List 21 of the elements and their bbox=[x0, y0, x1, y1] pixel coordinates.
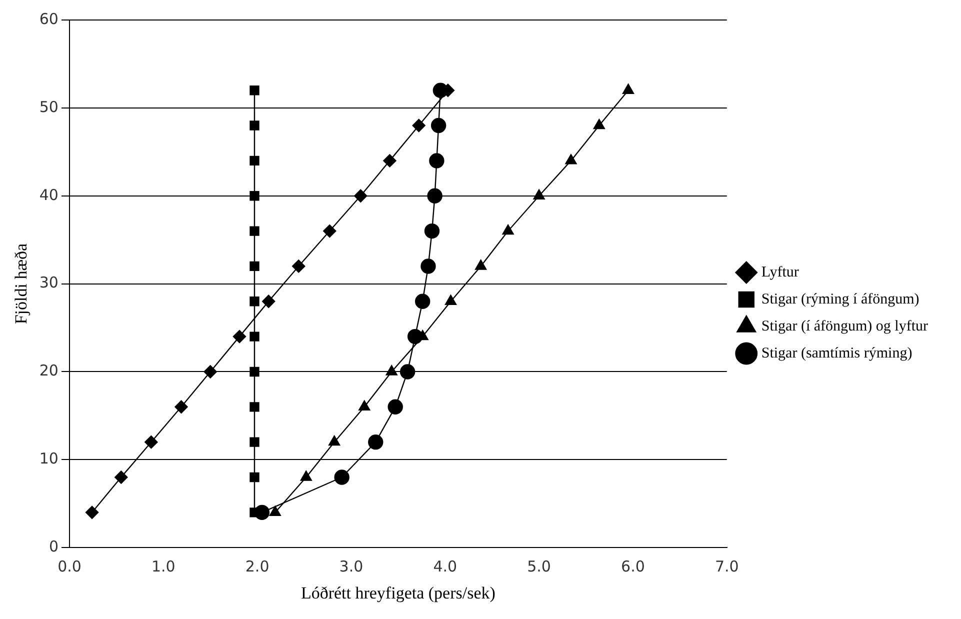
y-tick-label: 60 bbox=[39, 10, 58, 28]
legend-label: Lyftur bbox=[761, 264, 799, 280]
y-tick-label: 40 bbox=[39, 186, 58, 204]
y-axis-title: Fjöldi hæða bbox=[12, 242, 31, 324]
x-tick-label: 0.0 bbox=[58, 557, 82, 576]
y-tick-label: 30 bbox=[39, 274, 58, 292]
y-tick-label: 20 bbox=[39, 362, 58, 380]
y-tick-label: 10 bbox=[39, 450, 58, 468]
x-tick-label: 3.0 bbox=[339, 557, 364, 576]
legend-label: Stigar (samtímis rýming) bbox=[761, 345, 912, 362]
x-tick-label: 2.0 bbox=[245, 557, 270, 576]
legend-label: Stigar (í áföngum) og lyftur bbox=[761, 318, 928, 334]
x-axis-title: Lóðrétt hreyfigeta (pers/sek) bbox=[300, 583, 496, 602]
y-tick-label: 0 bbox=[48, 537, 58, 556]
y-tick-label: 50 bbox=[39, 98, 58, 116]
x-tick-label: 6.0 bbox=[621, 557, 645, 576]
x-tick-label: 4.0 bbox=[433, 557, 458, 576]
x-tick-label: 7.0 bbox=[714, 557, 739, 576]
legend-label: Stigar (rýming í áföngum) bbox=[761, 291, 920, 308]
x-tick-label: 5.0 bbox=[527, 557, 551, 576]
x-tick-label: 1.0 bbox=[151, 557, 176, 576]
